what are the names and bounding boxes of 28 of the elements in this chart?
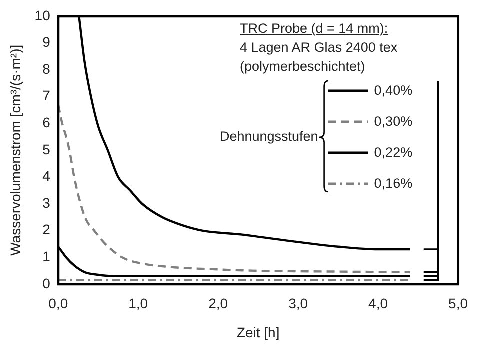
y-tick-label: 9	[42, 34, 51, 50]
y-tick-label: 2	[42, 222, 51, 238]
annotation: 4 Lagen AR Glas 2400 tex	[240, 39, 398, 57]
y-tick-label: 5	[42, 141, 51, 158]
y-tick-label: 7	[42, 88, 51, 104]
y-axis-title: Wasservolumenstrom [cm³/(s·m²)]	[7, 44, 24, 256]
y-tick-label: 4	[42, 168, 51, 184]
y-tick-label: 8	[42, 60, 51, 77]
x-axis-title: Zeit [h]	[236, 324, 280, 340]
x-tick-label: 0,0	[48, 296, 68, 312]
legend-title: Dehnungsstufen	[220, 128, 318, 144]
y-tick-label: 0	[42, 275, 51, 292]
x-tick-label: 5,0	[448, 296, 468, 312]
y-tick-label: 10	[34, 7, 51, 24]
annotation: (polymerbeschichtet)	[240, 58, 366, 76]
y-tick-label: 1	[42, 248, 51, 264]
legend-label: 0,40%	[374, 83, 413, 98]
annotation: TRC Probe (d = 14 mm):	[240, 20, 390, 38]
x-tick-label: 3,0	[288, 296, 308, 312]
y-tick-label: 3	[42, 194, 51, 211]
x-tick-label: 1,0	[128, 296, 148, 312]
x-tick-label: 2,0	[208, 296, 228, 312]
line-series	[58, 104, 412, 274]
legend-label: 0,30%	[374, 114, 413, 129]
y-tick-label: 6	[42, 114, 51, 130]
legend-label: 0,16%	[374, 176, 413, 191]
x-tick-label: 4,0	[368, 296, 388, 312]
legend-label: 0,22%	[374, 145, 413, 160]
